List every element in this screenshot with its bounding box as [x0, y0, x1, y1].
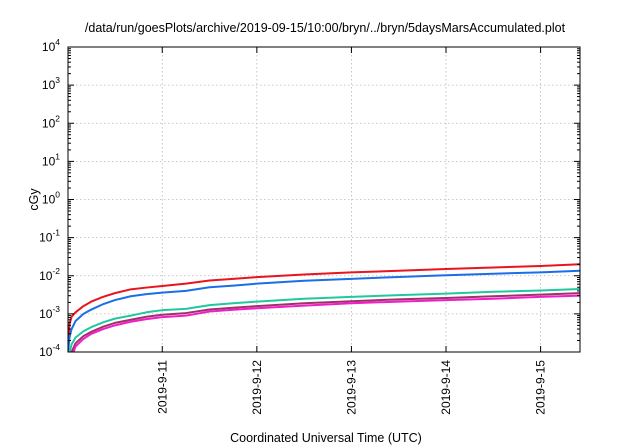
y-tick-label: 10-2 — [39, 266, 60, 283]
y-tick-label-exponent: 3 — [55, 75, 60, 85]
y-tick-label-base: 10 — [39, 345, 53, 359]
grid — [68, 47, 580, 352]
y-tick-label-exponent: 0 — [55, 190, 60, 200]
series-line-3 — [68, 287, 580, 352]
x-tick-label: 2019-9-14 — [439, 360, 453, 415]
y-tick-label-exponent: 4 — [55, 37, 60, 47]
y-tick-label-base: 10 — [42, 193, 56, 207]
y-tick-label-base: 10 — [42, 154, 56, 168]
y-tick-label: 100 — [42, 190, 60, 207]
series-line-5 — [72, 294, 580, 352]
y-tick-label-exponent: -1 — [52, 228, 60, 238]
y-tick-label-exponent: -2 — [52, 266, 60, 276]
x-tick-label: 2019-9-13 — [344, 360, 358, 415]
y-tick-label-exponent: -4 — [52, 342, 60, 352]
x-axis: 2019-9-11 2019-9-12 2019-9-13 2019-9-14 2019… — [155, 47, 548, 415]
y-tick-label: 102 — [42, 113, 60, 130]
y-tick-label-exponent: 2 — [55, 113, 60, 123]
x-tick-label: 2019-9-12 — [250, 360, 264, 415]
plot-frame — [67, 46, 581, 353]
y-axis-label: cGy — [27, 188, 41, 211]
y-tick-label-base: 10 — [39, 307, 53, 321]
y-tick-label-exponent: 1 — [55, 151, 60, 161]
y-tick-label: 10-3 — [39, 304, 60, 321]
y-tick-label-base: 10 — [42, 78, 56, 92]
series-line-4 — [70, 292, 580, 352]
y-tick-label: 10-1 — [39, 228, 60, 245]
series-line-1 — [68, 263, 580, 347]
series-group — [68, 263, 580, 352]
series-line-2 — [68, 269, 580, 352]
y-tick-label-base: 10 — [39, 269, 53, 283]
x-tick-label: 2019-9-15 — [534, 360, 548, 415]
chart-title: /data/run/goesPlots/archive/2019-09-15/1… — [85, 21, 566, 35]
y-tick-label-base: 10 — [42, 116, 56, 130]
y-tick-label: 104 — [42, 37, 60, 54]
y-tick-label-exponent: -3 — [52, 304, 60, 314]
x-tick-label: 2019-9-11 — [155, 360, 169, 414]
y-tick-label: 10-4 — [39, 342, 60, 359]
y-tick-label: 101 — [42, 151, 60, 168]
y-tick-label-base: 10 — [42, 40, 56, 54]
y-tick-label-base: 10 — [39, 231, 53, 245]
y-tick-label: 103 — [42, 75, 60, 92]
x-axis-label: Coordinated Universal Time (UTC) — [230, 431, 422, 445]
